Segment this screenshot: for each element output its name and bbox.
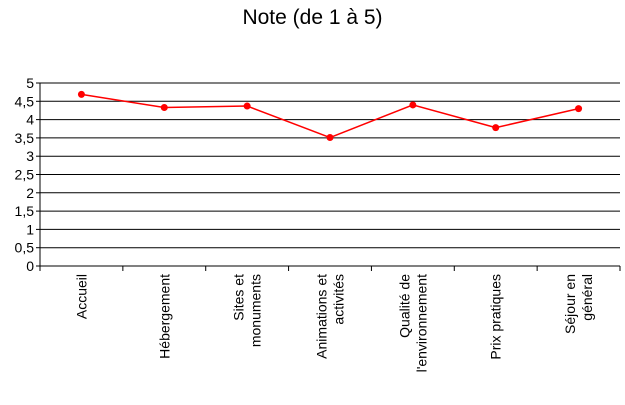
x-tick-label: Animations et xyxy=(314,274,330,359)
data-point xyxy=(575,105,583,113)
data-point xyxy=(409,101,417,109)
series xyxy=(77,90,583,142)
axes xyxy=(36,82,621,271)
y-tick-label: 2,5 xyxy=(15,167,35,183)
x-axis-ticks: Accueil Hébergement Sites et monuments Anima… xyxy=(73,274,595,373)
x-tick-label: Accueil xyxy=(73,274,89,319)
y-tick-label: 1 xyxy=(26,221,34,237)
y-tick-label: 5 xyxy=(26,75,34,91)
y-tick-label: 3,5 xyxy=(15,130,35,146)
x-tick-label: Prix pratiques xyxy=(488,274,504,360)
data-point xyxy=(326,134,334,142)
y-tick-label: 4,5 xyxy=(15,93,35,109)
x-tick-label: l'environnement xyxy=(413,274,429,373)
x-tick-label: Séjour en xyxy=(562,274,578,334)
data-point xyxy=(77,90,85,98)
y-axis-ticks: 0 0,5 1 1,5 2 2,5 3 3,5 4 4,5 5 xyxy=(15,75,35,274)
y-tick-label: 4 xyxy=(26,112,34,128)
x-tick-label: activités xyxy=(331,274,347,325)
data-point xyxy=(492,124,500,132)
data-point xyxy=(243,102,251,110)
gridlines xyxy=(40,82,620,249)
x-tick-label: général xyxy=(579,274,595,321)
x-tick-label: monuments xyxy=(248,274,264,347)
y-tick-label: 3 xyxy=(26,148,34,164)
chart-title: Note (de 1 à 5) xyxy=(242,6,383,29)
x-tick-label: Qualité de xyxy=(396,274,412,338)
x-tick-label: Sites et xyxy=(231,274,247,321)
y-tick-label: 0,5 xyxy=(15,240,35,256)
y-tick-label: 2 xyxy=(26,185,34,201)
y-tick-label: 1,5 xyxy=(15,203,35,219)
x-tick-label: Hébergement xyxy=(156,274,172,359)
data-point xyxy=(160,104,168,112)
y-tick-label: 0 xyxy=(26,258,34,274)
